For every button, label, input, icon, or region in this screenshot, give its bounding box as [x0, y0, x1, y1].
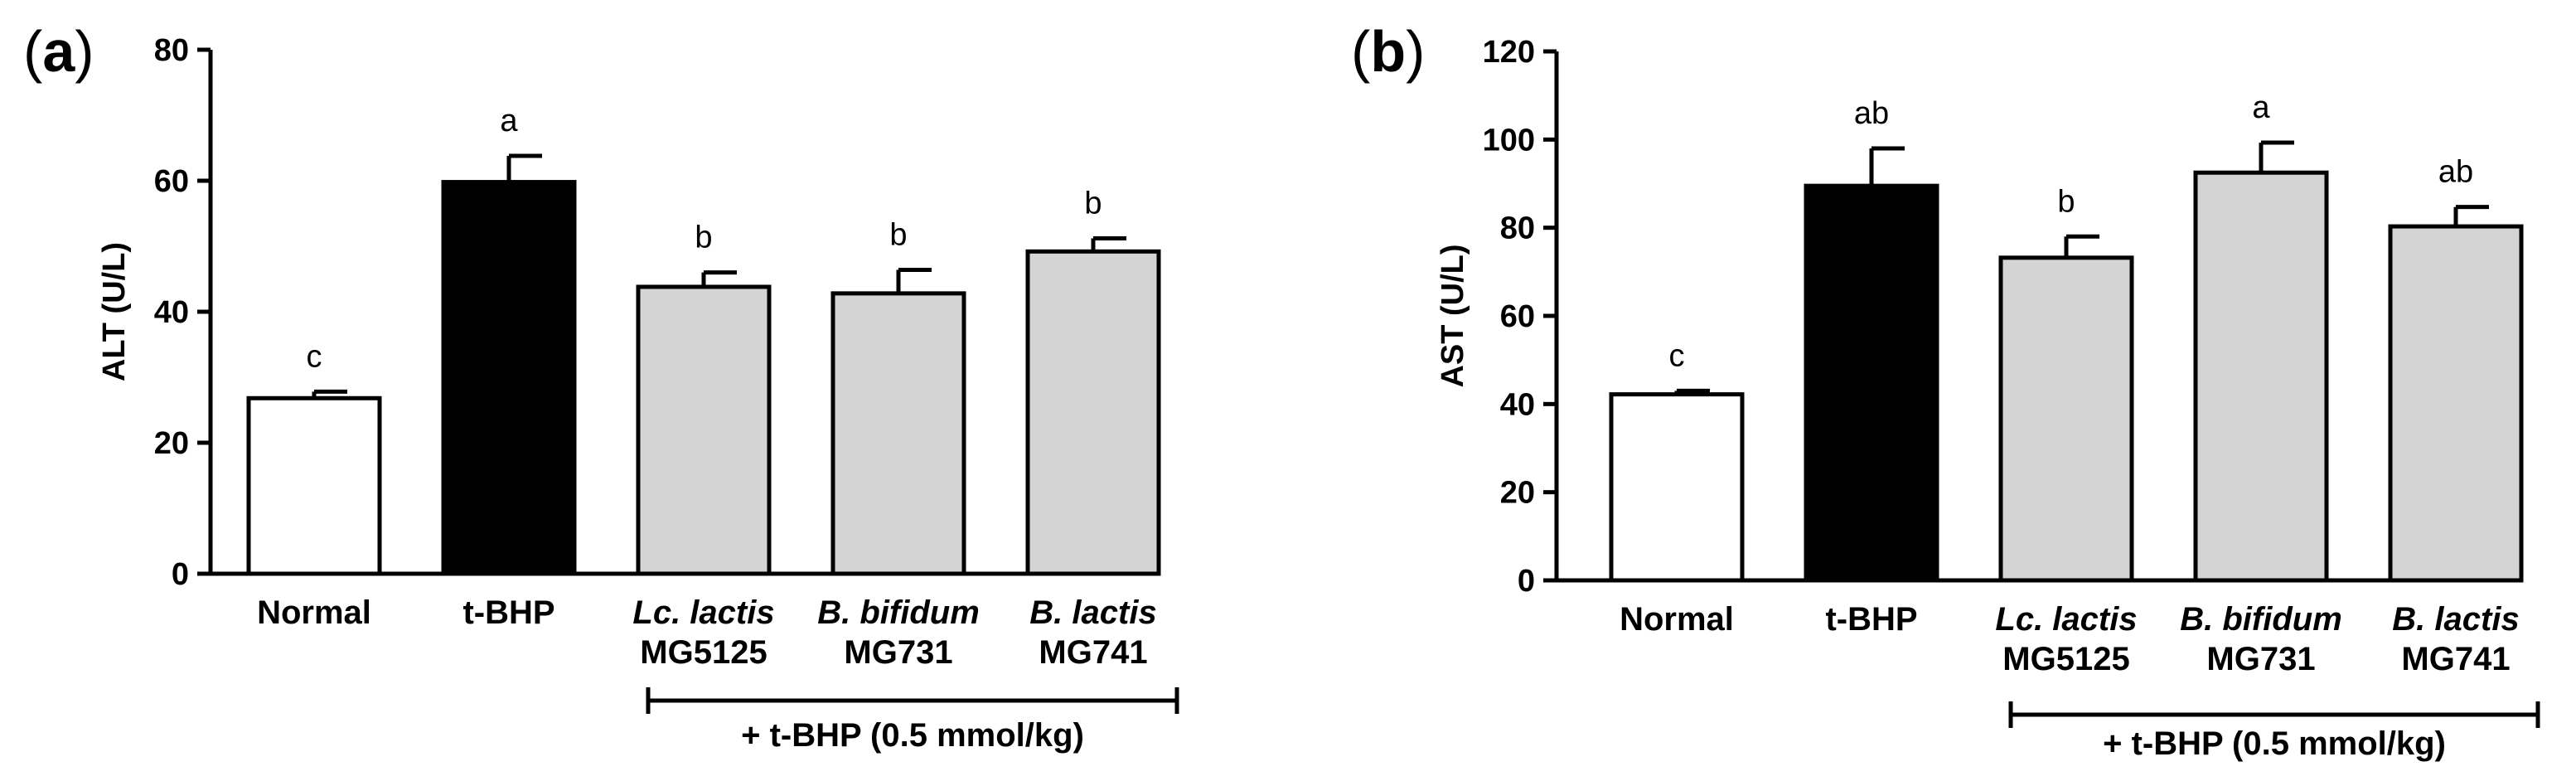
panel-label: (b) — [1351, 19, 1425, 84]
y-tick-label: 80 — [154, 33, 189, 68]
category-label: B. bifidum — [817, 594, 980, 631]
category-label: t-BHP — [1825, 601, 1917, 638]
bar — [1025, 249, 1161, 576]
y-tick-label: 20 — [1500, 476, 1535, 511]
category-label: Lc. lactis — [632, 594, 774, 631]
category-label: Normal — [1620, 601, 1734, 638]
y-tick-label: 60 — [1500, 299, 1535, 334]
significance-letter: b — [889, 217, 907, 252]
y-tick-label: 100 — [1483, 123, 1535, 158]
bar — [441, 180, 577, 576]
category-label: B. lactis — [2392, 601, 2519, 638]
category-label-line2: MG731 — [844, 634, 952, 671]
y-tick-label: 40 — [1500, 387, 1535, 422]
y-tick-label: 40 — [154, 295, 189, 330]
y-axis-title: ALT (U/L) — [97, 242, 132, 381]
significance-letter: ab — [2438, 155, 2473, 190]
bar — [636, 284, 772, 576]
category-label: B. lactis — [1029, 594, 1156, 631]
category-label: B. bifidum — [2180, 601, 2342, 638]
significance-letter: b — [1084, 187, 1102, 221]
significance-letter: a — [500, 104, 518, 138]
group-bracket-label: + t-BHP (0.5 mmol/kg) — [741, 717, 1084, 754]
y-tick-label: 120 — [1483, 35, 1535, 70]
category-label: t-BHP — [462, 594, 554, 631]
category-label: Lc. lactis — [1995, 601, 2137, 638]
bar — [2388, 224, 2524, 583]
category-label-line2: MG741 — [1039, 634, 1147, 671]
significance-letter: ab — [1854, 96, 1889, 131]
category-label-line2: MG731 — [2206, 641, 2315, 677]
category-label-line2: MG5125 — [640, 634, 767, 671]
group-bracket-label: + t-BHP (0.5 mmol/kg) — [2103, 725, 2446, 762]
bar — [2193, 170, 2329, 583]
category-label: Normal — [257, 594, 371, 631]
panel-a: (a) ALT (U/L) 0 20 40 60 80 c Normal a t-BHP b Lc. l… — [23, 19, 1179, 754]
bar — [830, 291, 966, 576]
bar — [1804, 183, 1939, 583]
significance-letter: a — [2252, 90, 2270, 125]
bar — [1609, 392, 1745, 583]
y-tick-label: 0 — [172, 557, 189, 592]
category-label-line2: MG5125 — [2002, 641, 2129, 677]
bar — [1998, 255, 2134, 583]
significance-letter: c — [1669, 338, 1685, 373]
y-tick-label: 20 — [154, 426, 189, 461]
significance-letter: c — [307, 339, 322, 374]
significance-letter: b — [695, 221, 712, 255]
panel-label: (a) — [23, 19, 94, 84]
y-tick-label: 0 — [1518, 564, 1535, 599]
significance-letter: b — [2057, 184, 2075, 219]
y-tick-label: 80 — [1500, 211, 1535, 246]
category-label-line2: MG741 — [2401, 641, 2510, 677]
panel-b: (b)AST (U/L)020406080100120cNormalabt-BH… — [1351, 19, 2540, 762]
y-tick-label: 60 — [154, 164, 189, 199]
bar — [246, 395, 382, 576]
y-axis-title: AST (U/L) — [1436, 244, 1470, 387]
